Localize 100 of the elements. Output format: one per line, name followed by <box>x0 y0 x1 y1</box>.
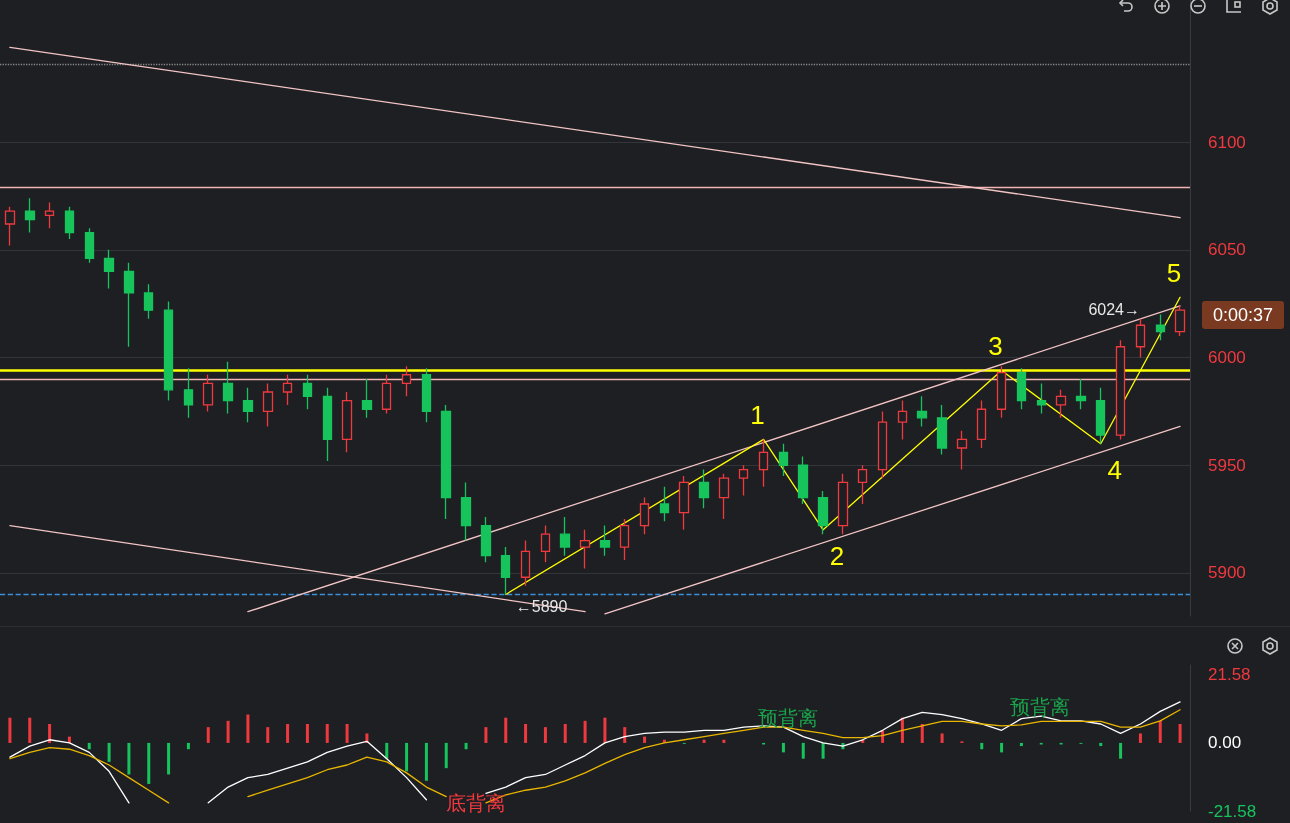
candlestick <box>242 387 254 423</box>
candlestick <box>559 516 571 557</box>
candlestick <box>956 430 968 471</box>
annotation: 5 <box>1166 258 1182 289</box>
candlestick <box>1174 305 1186 337</box>
candlestick <box>797 455 809 505</box>
candlestick <box>421 367 432 423</box>
candlestick <box>619 518 630 561</box>
candlestick <box>4 206 16 247</box>
candlestick <box>262 382 274 428</box>
candlestick <box>44 201 55 229</box>
y-tick-label: 6050 <box>1208 240 1246 260</box>
candlestick <box>361 378 373 419</box>
candlestick <box>401 365 412 397</box>
bar <box>1000 742 1004 753</box>
bar <box>940 733 944 743</box>
bar <box>345 723 349 743</box>
bar <box>1178 723 1182 743</box>
bar <box>1158 720 1162 743</box>
bar <box>48 723 52 743</box>
annotation: 6024→ <box>1088 300 1140 318</box>
candlestick <box>599 524 611 557</box>
candlestick <box>381 374 392 415</box>
candlestick <box>540 524 551 563</box>
candlestick <box>440 404 452 520</box>
candlestick <box>718 473 730 520</box>
candlestick <box>1155 313 1166 341</box>
candlestick <box>897 399 908 441</box>
candlestick <box>202 374 214 413</box>
text: 0:00:37 <box>1212 305 1274 325</box>
candlestick <box>698 468 710 509</box>
candlestick <box>639 496 650 535</box>
bar <box>603 717 607 743</box>
annotation: 3 <box>988 331 1003 362</box>
candlestick <box>163 300 174 402</box>
annotation: 预背离 <box>1010 696 1070 718</box>
bar <box>405 742 409 772</box>
candlestick <box>1036 382 1047 415</box>
candlestick <box>123 262 135 348</box>
annotation: 预背离 <box>758 707 818 729</box>
bar <box>504 717 508 743</box>
candlestick <box>1016 367 1027 410</box>
candlestick <box>579 529 591 570</box>
y-tick-label: 0.00 <box>1208 733 1242 753</box>
candlestick <box>936 404 948 456</box>
bar <box>286 723 290 743</box>
y-tick-label: -21.58 <box>1208 801 1257 821</box>
annotation: 1 <box>750 400 765 431</box>
candlestick <box>302 374 313 410</box>
candlestick <box>659 486 670 522</box>
candlestick <box>817 490 829 535</box>
bar <box>424 742 428 781</box>
bar <box>325 723 329 743</box>
bar <box>484 727 488 743</box>
bar <box>781 742 785 753</box>
candlestick <box>143 283 154 320</box>
bar <box>722 739 726 743</box>
bar <box>266 727 270 743</box>
bar <box>1099 742 1103 747</box>
bar <box>246 714 250 743</box>
y-tick-label: 6100 <box>1208 132 1246 152</box>
annotation: 4 <box>1107 454 1122 485</box>
bar <box>186 742 190 750</box>
bar <box>305 723 309 743</box>
candlestick <box>282 374 293 406</box>
bar <box>147 742 151 784</box>
candlestick <box>1055 389 1067 419</box>
bar <box>702 739 706 743</box>
bar <box>385 742 389 759</box>
bar <box>28 717 32 743</box>
candlestick <box>1135 318 1146 359</box>
candlestick <box>500 546 511 596</box>
bar <box>920 723 924 743</box>
candlestick <box>460 481 472 542</box>
candlestick <box>1095 387 1106 445</box>
annotation: 2 <box>829 540 845 571</box>
candlestick <box>758 438 769 488</box>
candlestick <box>183 367 194 419</box>
bar <box>1019 742 1023 747</box>
candlestick <box>84 227 95 264</box>
bar <box>464 742 468 750</box>
candlestick <box>520 539 531 587</box>
bar <box>801 742 805 759</box>
candlestick <box>24 197 36 234</box>
bar <box>87 742 91 750</box>
candlestick <box>916 395 928 428</box>
bar <box>524 723 528 743</box>
y-tick-label: 5900 <box>1208 563 1246 583</box>
candlestick <box>1075 378 1087 410</box>
bar <box>127 742 131 775</box>
bar <box>206 727 210 743</box>
annotation: 底背离 <box>446 792 506 814</box>
candlestick <box>837 473 849 535</box>
bar <box>444 742 448 769</box>
candlestick <box>738 464 749 497</box>
bar <box>107 742 111 762</box>
candlestick <box>222 361 234 415</box>
y-tick-label: 6000 <box>1208 348 1246 368</box>
candlestick <box>103 249 115 290</box>
bar <box>8 717 12 743</box>
